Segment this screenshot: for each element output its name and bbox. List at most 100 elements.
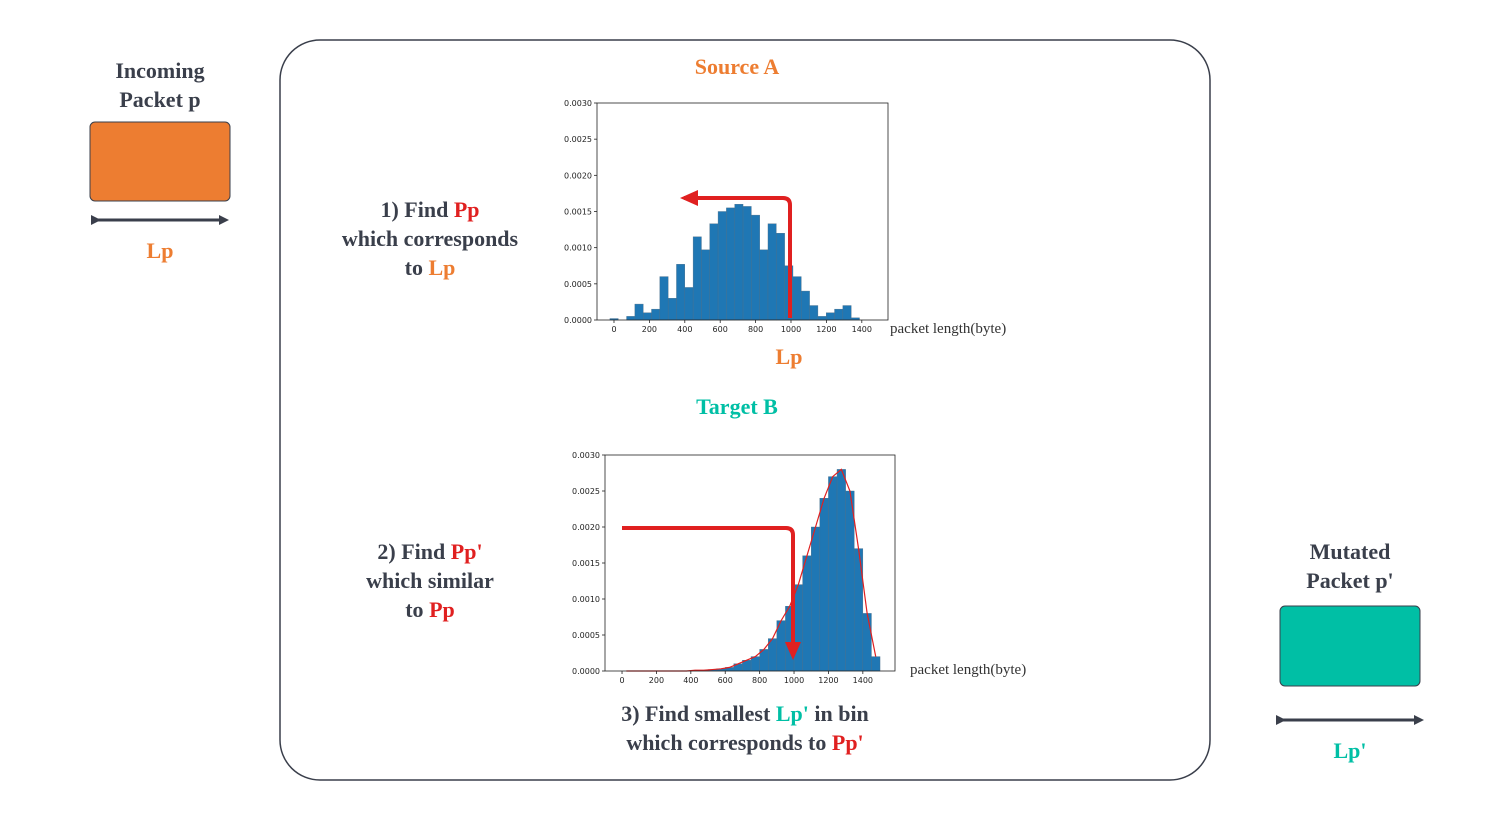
step-part: Pp' xyxy=(832,730,864,755)
bar xyxy=(734,204,744,321)
step-part: to xyxy=(405,255,429,280)
x-tick-label: 0 xyxy=(619,676,624,685)
x-tick-label: 200 xyxy=(649,676,664,685)
bar xyxy=(701,249,710,321)
bar xyxy=(792,276,802,321)
step-text: to Pp xyxy=(405,597,455,622)
step-text: which similar xyxy=(366,568,494,593)
bar xyxy=(826,312,835,321)
x-tick-label: 1400 xyxy=(852,325,872,334)
x-tick-label: 1000 xyxy=(784,676,804,685)
bar xyxy=(684,287,694,321)
bar xyxy=(642,312,652,321)
step-text: to Lp xyxy=(405,255,456,280)
x-tick-label: 600 xyxy=(713,325,728,334)
x-axis-label: packet length(byte) xyxy=(910,662,1026,678)
bar xyxy=(676,264,685,321)
y-tick-label: 0.0020 xyxy=(564,171,592,180)
step-part: 2) Find xyxy=(377,539,450,564)
x-tick-label: 600 xyxy=(718,676,733,685)
output-packet xyxy=(1279,605,1421,687)
target-chart: 0.0000 0.0005 0.0010 0.0015 0.0020 0.0025 0.00… xyxy=(572,451,896,685)
input-title: Packet p xyxy=(119,87,200,112)
step-part: Pp' xyxy=(451,539,483,564)
y-tick-label: 0.0010 xyxy=(572,595,600,604)
bar xyxy=(801,290,810,321)
x-tick-label: 1000 xyxy=(781,325,801,334)
input-length: Lp xyxy=(147,238,174,263)
bar xyxy=(759,249,769,321)
step-part: which corresponds to xyxy=(626,730,832,755)
x-tick-label: 800 xyxy=(748,325,763,334)
target-heading: Target B xyxy=(696,394,778,419)
y-tick-label: 0.0010 xyxy=(564,244,592,253)
y-tick-label: 0.0005 xyxy=(564,280,592,289)
bar xyxy=(768,638,778,672)
bar xyxy=(692,236,702,321)
step-part: Lp xyxy=(428,255,455,280)
lookup-arrow xyxy=(680,190,792,318)
bar xyxy=(751,214,760,321)
x-tick-label: 400 xyxy=(683,676,698,685)
step-part: to xyxy=(405,597,429,622)
step-part: in bin xyxy=(809,701,869,726)
step-text: 1) Find Pp xyxy=(380,197,479,222)
y-tick-label: 0.0000 xyxy=(564,316,592,325)
x-tick-label: 0 xyxy=(611,325,616,334)
y-tick-label: 0.0015 xyxy=(572,559,600,568)
x-tick-label: 1200 xyxy=(816,325,836,334)
bar xyxy=(626,316,636,321)
step-part: Pp xyxy=(429,597,455,622)
bar xyxy=(836,469,846,672)
step-part: Pp xyxy=(454,197,480,222)
step-text: which corresponds xyxy=(342,226,519,251)
bar xyxy=(667,298,677,321)
y-tick-label: 0.0020 xyxy=(572,523,600,532)
bar xyxy=(834,308,844,321)
bar xyxy=(862,613,872,672)
bar xyxy=(767,223,777,321)
output-length: Lp' xyxy=(1333,738,1366,763)
step-part: 1) Find xyxy=(380,197,453,222)
bar xyxy=(809,305,819,321)
bar xyxy=(776,232,785,321)
bar xyxy=(709,223,719,321)
y-tick-label: 0.0025 xyxy=(572,487,600,496)
x-tick-label: 1400 xyxy=(853,676,873,685)
bar xyxy=(726,207,735,321)
bar xyxy=(750,656,760,672)
lookup-arrow xyxy=(622,526,801,660)
x-axis-label: packet length(byte) xyxy=(890,321,1006,337)
step-part: 3) Find smallest xyxy=(621,701,776,726)
bar xyxy=(802,555,812,672)
bar xyxy=(659,276,669,321)
x-tick-label: 400 xyxy=(677,325,692,334)
bar xyxy=(817,316,827,321)
bar xyxy=(717,211,727,321)
container xyxy=(279,39,1211,781)
input-packet xyxy=(89,121,231,202)
output-title: Packet p' xyxy=(1306,568,1393,593)
bar xyxy=(651,308,661,321)
input-title: Incoming xyxy=(115,58,204,83)
bar xyxy=(828,476,838,672)
output-title: Mutated xyxy=(1310,539,1391,564)
bar xyxy=(742,206,752,321)
step-part: Lp' xyxy=(776,701,809,726)
bar xyxy=(793,584,803,672)
y-tick-label: 0.0015 xyxy=(564,208,592,217)
y-tick-label: 0.0030 xyxy=(564,99,592,108)
step-text: which corresponds to Pp' xyxy=(626,730,863,755)
bar xyxy=(842,305,852,321)
y-tick-label: 0.0025 xyxy=(564,135,592,144)
y-tick-label: 0.0000 xyxy=(572,667,600,676)
step-text: 3) Find smallest Lp' in bin xyxy=(621,701,869,726)
bar xyxy=(871,656,881,672)
annotation: Lp xyxy=(776,344,803,369)
y-tick-label: 0.0030 xyxy=(572,451,600,460)
source-heading: Source A xyxy=(695,54,780,79)
step-text: 2) Find Pp' xyxy=(377,539,482,564)
bar xyxy=(845,490,855,672)
bar xyxy=(819,498,829,672)
